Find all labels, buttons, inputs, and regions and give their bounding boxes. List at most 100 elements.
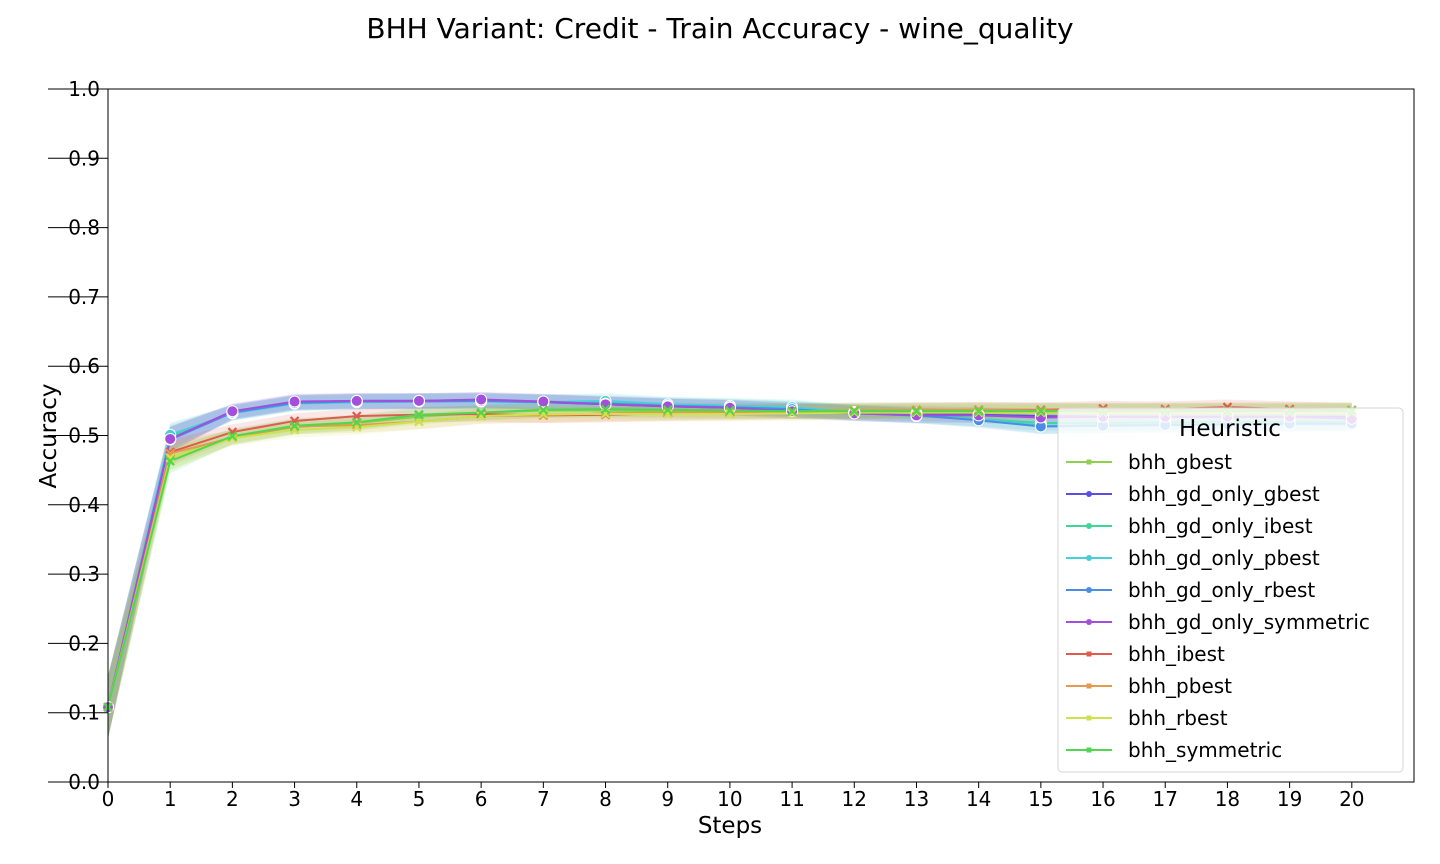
x-tick-label: 20 xyxy=(1339,787,1364,811)
data-point-bhh_gd_only_symmetric xyxy=(350,394,363,407)
y-tick-label: 0.6 xyxy=(68,354,100,378)
y-axis-title: Accuracy xyxy=(36,383,62,488)
x-tick-label: 0 xyxy=(102,787,115,811)
x-tick-label: 13 xyxy=(904,787,929,811)
data-point-bhh_rbest xyxy=(414,416,424,427)
data-point-bhh_symmetric xyxy=(351,417,362,428)
legend-swatch-marker xyxy=(1086,747,1092,753)
legend-swatch-marker xyxy=(1086,619,1092,625)
chart-title: BHH Variant: Credit - Train Accuracy - w… xyxy=(366,12,1073,45)
data-point-bhh_gd_only_symmetric xyxy=(475,393,488,406)
data-point-bhh_symmetric xyxy=(600,404,611,414)
y-tick-label: 0.2 xyxy=(68,631,100,655)
x-tick-label: 14 xyxy=(966,787,991,811)
legend-item: bhh_symmetric xyxy=(1066,738,1282,762)
data-point-bhh_gd_only_symmetric xyxy=(537,395,550,408)
x-tick-label: 9 xyxy=(661,787,674,811)
x-axis-ticks: 0 1 2 3 4 5 6 7 8 9 10 11 12 13 14 15 16 17 18 19 20 xyxy=(102,782,1365,811)
data-point-bhh_symmetric xyxy=(1036,406,1046,417)
y-axis-ticks: 0.0 0.1 0.2 0.3 0.4 0.5 0.6 0.7 0.8 0.9 1.0 xyxy=(48,77,108,794)
legend-box xyxy=(1057,407,1404,773)
x-tick-label: 16 xyxy=(1090,787,1115,811)
legend-swatch-marker xyxy=(1086,651,1092,657)
x-tick-label: 4 xyxy=(350,787,363,811)
x-tick-label: 5 xyxy=(413,787,426,811)
y-tick-label: 0.3 xyxy=(68,562,100,586)
legend-item: bhh_gd_only_gbest xyxy=(1066,482,1320,506)
data-point-bhh_rbest xyxy=(165,452,175,463)
x-tick-label: 7 xyxy=(537,787,550,811)
x-tick-label: 6 xyxy=(475,787,488,811)
legend-swatch-marker xyxy=(1086,715,1092,721)
data-point-bhh_symmetric xyxy=(973,406,984,417)
data-point-bhh_symmetric xyxy=(227,431,238,441)
data-point-bhh_gd_only_symmetric xyxy=(226,405,239,418)
legend-swatch-marker xyxy=(1086,555,1092,561)
legend-item: bhh_rbest xyxy=(1066,706,1228,730)
y-tick-label: 0.0 xyxy=(68,770,100,794)
y-tick-label: 0.5 xyxy=(68,424,100,448)
data-point-bhh_symmetric xyxy=(849,406,860,417)
legend-item: bhh_gd_only_pbest xyxy=(1066,546,1320,570)
legend-item: bhh_gd_only_symmetric xyxy=(1066,610,1370,634)
data-point-bhh_rbest xyxy=(787,408,797,419)
x-tick-label: 10 xyxy=(717,787,742,811)
legend-label: bhh_rbest xyxy=(1128,706,1228,730)
x-tick-label: 8 xyxy=(599,787,612,811)
legend-swatch-marker xyxy=(1086,523,1092,529)
y-tick-label: 1.0 xyxy=(68,77,100,101)
legend-swatch-marker xyxy=(1086,587,1092,593)
legend-swatch-marker xyxy=(1086,459,1092,465)
legend: Heuristic bhh_gbestbhh_gd_only_gbestbhh_… xyxy=(1057,407,1404,773)
data-point-bhh_pbest xyxy=(351,420,362,430)
data-point-bhh_gd_only_symmetric xyxy=(164,432,177,445)
data-point-bhh_symmetric xyxy=(165,456,175,466)
legend-item: bhh_pbest xyxy=(1066,674,1232,698)
x-tick-label: 19 xyxy=(1277,787,1302,811)
legend-item: bhh_gd_only_rbest xyxy=(1066,578,1315,602)
legend-swatch-marker xyxy=(1086,683,1092,689)
legend-items: bhh_gbest bhh_gd_only_gbest bhh_gd_only_ib… xyxy=(1066,450,1370,762)
legend-title: Heuristic xyxy=(1179,416,1281,442)
data-point-bhh_rbest xyxy=(725,409,735,419)
data-point-bhh_symmetric xyxy=(787,406,797,417)
y-tick-label: 0.9 xyxy=(68,146,100,170)
x-tick-label: 15 xyxy=(1028,787,1053,811)
legend-label: bhh_pbest xyxy=(1128,674,1232,698)
x-tick-label: 18 xyxy=(1215,787,1240,811)
legend-label: bhh_gd_only_gbest xyxy=(1128,482,1320,506)
legend-swatch-marker xyxy=(1086,491,1092,497)
legend-item: bhh_gd_only_ibest xyxy=(1066,514,1313,538)
legend-label: bhh_gd_only_rbest xyxy=(1128,578,1315,602)
data-point-bhh_symmetric xyxy=(289,421,300,431)
legend-label: bhh_gd_only_symmetric xyxy=(1128,610,1370,634)
data-point-bhh_symmetric xyxy=(538,405,549,415)
data-point-bhh_symmetric xyxy=(414,409,424,420)
data-point-bhh_symmetric xyxy=(911,406,922,417)
legend-label: bhh_gd_only_pbest xyxy=(1128,546,1320,570)
x-axis-title: Steps xyxy=(698,813,762,839)
x-tick-label: 11 xyxy=(779,787,804,811)
x-tick-label: 12 xyxy=(842,787,867,811)
x-tick-label: 17 xyxy=(1153,787,1178,811)
legend-label: bhh_gd_only_ibest xyxy=(1128,514,1313,538)
y-tick-label: 0.8 xyxy=(68,216,100,240)
data-point-bhh_symmetric xyxy=(476,407,486,418)
legend-label: bhh_symmetric xyxy=(1128,738,1282,762)
data-point-bhh_gd_only_symmetric xyxy=(412,394,425,407)
legend-item: bhh_gbest xyxy=(1066,450,1232,474)
y-tick-label: 0.1 xyxy=(68,701,100,725)
data-point-bhh_symmetric xyxy=(725,405,735,416)
x-tick-label: 3 xyxy=(288,787,301,811)
data-point-bhh_symmetric xyxy=(662,405,673,415)
legend-item: bhh_ibest xyxy=(1066,642,1225,666)
y-tick-label: 0.4 xyxy=(68,493,100,517)
data-point-bhh_gd_only_symmetric xyxy=(288,395,301,408)
data-point-bhh_rbest xyxy=(227,433,238,444)
y-tick-label: 0.7 xyxy=(68,285,100,309)
legend-label: bhh_gbest xyxy=(1128,450,1232,474)
data-point-bhh_rbest xyxy=(476,411,486,421)
x-tick-label: 2 xyxy=(226,787,239,811)
x-tick-label: 1 xyxy=(164,787,177,811)
